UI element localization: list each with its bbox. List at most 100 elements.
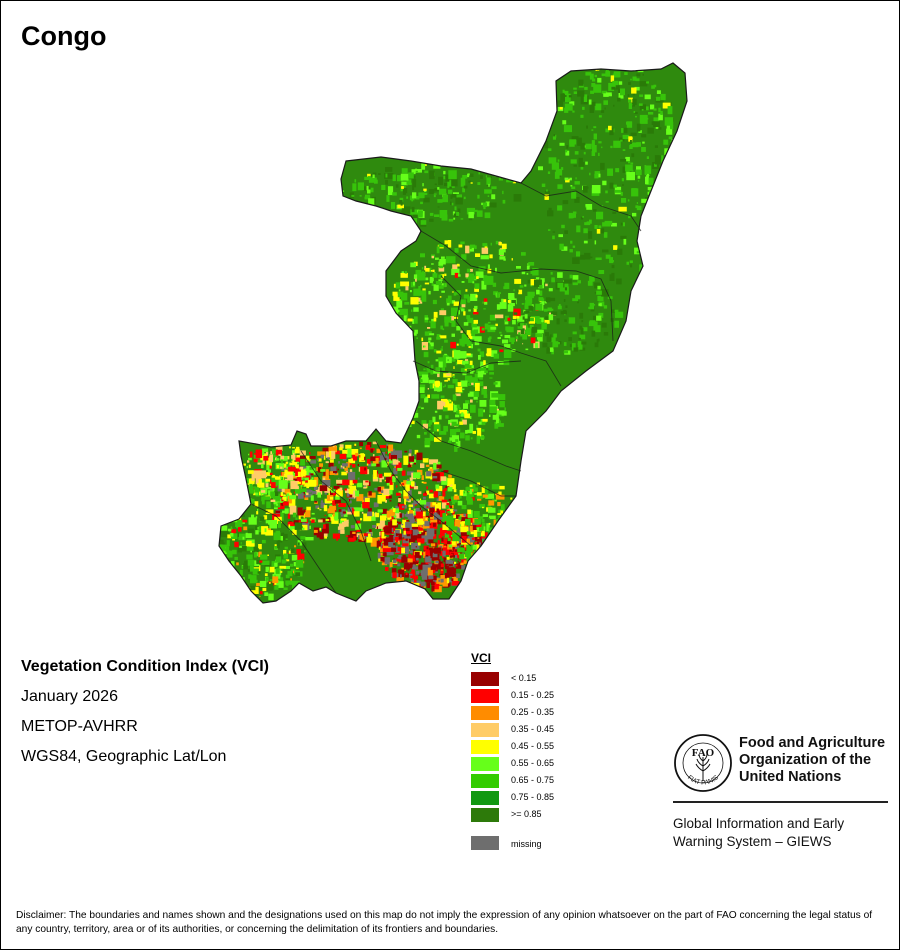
vci-pixel-patch — [221, 545, 227, 551]
vci-pixel-patch — [429, 525, 432, 531]
vci-pixel-patch — [519, 285, 524, 288]
vci-pixel-patch — [232, 577, 239, 583]
vci-pixel-patch — [455, 564, 458, 567]
vci-pixel-patch — [564, 107, 569, 113]
vci-pixel-patch — [344, 519, 349, 524]
vci-pixel-patch — [568, 317, 576, 324]
vci-pixel-patch — [364, 176, 369, 180]
vci-pixel-patch — [391, 216, 394, 219]
vci-pixel-patch — [261, 451, 265, 456]
vci-pixel-patch — [453, 375, 455, 378]
vci-pixel-patch — [492, 543, 497, 547]
vci-pixel-patch — [460, 526, 469, 533]
vci-pixel-patch — [459, 421, 463, 425]
vci-pixel-patch — [293, 570, 295, 574]
vci-pixel-patch — [446, 579, 453, 583]
vci-pixel-patch — [368, 177, 377, 183]
vci-pixel-patch — [413, 332, 417, 336]
vci-pixel-patch — [553, 105, 556, 109]
vci-pixel-patch — [409, 550, 413, 554]
vci-pixel-patch — [232, 538, 235, 541]
vci-pixel-patch — [549, 334, 552, 337]
vci-pixel-patch — [317, 507, 320, 510]
vci-pixel-patch — [673, 159, 683, 168]
vci-pixel-patch — [425, 464, 430, 467]
vci-pixel-patch — [338, 509, 342, 512]
vci-pixel-patch — [526, 318, 530, 322]
vci-pixel-patch — [505, 315, 509, 322]
vci-pixel-patch — [367, 211, 369, 214]
vci-pixel-patch — [421, 210, 423, 214]
vci-pixel-patch — [594, 292, 596, 294]
vci-pixel-patch — [367, 442, 372, 448]
vci-pixel-patch — [607, 168, 613, 176]
vci-pixel-patch — [465, 375, 472, 383]
vci-pixel-patch — [467, 429, 473, 434]
vci-pixel-patch — [399, 308, 408, 315]
vci-pixel-patch — [302, 477, 309, 481]
vci-pixel-patch — [612, 260, 614, 263]
vci-pixel-patch — [317, 451, 326, 456]
legend-swatch — [471, 774, 499, 788]
vci-pixel-patch — [419, 290, 427, 296]
vci-pixel-patch — [605, 254, 611, 259]
vci-pixel-patch — [566, 145, 569, 149]
vci-pixel-patch — [415, 521, 419, 523]
vci-pixel-patch — [319, 509, 322, 511]
vci-pixel-patch — [256, 582, 262, 586]
vci-pixel-patch — [480, 558, 486, 563]
vci-pixel-patch — [426, 367, 430, 371]
vci-pixel-patch — [459, 351, 467, 359]
vci-pixel-patch — [412, 192, 417, 199]
vci-pixel-patch — [428, 493, 435, 499]
vci-pixel-patch — [507, 304, 514, 312]
vci-pixel-patch — [646, 251, 655, 259]
vci-pixel-patch — [469, 416, 472, 419]
vci-pixel-patch — [467, 393, 474, 397]
vci-pixel-patch — [662, 102, 671, 109]
vci-pixel-patch — [283, 566, 290, 569]
vci-pixel-patch — [546, 336, 552, 342]
vci-pixel-patch — [287, 512, 291, 519]
vci-pixel-patch — [382, 548, 392, 552]
vci-pixel-patch — [391, 532, 395, 534]
vci-pixel-patch — [276, 465, 279, 469]
vci-pixel-patch — [430, 514, 437, 520]
vci-pixel-patch — [239, 569, 243, 576]
vci-pixel-patch — [676, 136, 682, 143]
vci-pixel-patch — [446, 537, 448, 539]
vci-pixel-patch — [614, 311, 624, 318]
vci-pixel-patch — [444, 401, 453, 411]
vci-pixel-patch — [564, 230, 568, 234]
admin-line-south-a — [415, 420, 522, 472]
vci-pixel-patch — [440, 527, 445, 537]
vci-pixel-patch — [618, 93, 624, 99]
vci-pixel-patch — [450, 422, 453, 426]
vci-pixel-patch — [371, 174, 374, 177]
vci-pixel-patch — [393, 545, 398, 548]
vci-pixel-patch — [445, 562, 449, 566]
vci-pixel-patch — [453, 495, 460, 500]
vci-pixel-patch — [491, 484, 500, 490]
vci-pixel-patch — [398, 533, 403, 540]
vci-pixel-patch — [410, 209, 420, 215]
vci-pixel-patch — [610, 145, 613, 149]
vci-pixel-patch — [631, 188, 639, 197]
vci-pixel-patch — [290, 458, 293, 462]
vci-pixel-patch — [402, 416, 406, 421]
vci-pixel-patch — [367, 462, 372, 467]
vci-pixel-patch — [407, 393, 410, 397]
vci-pixel-patch — [525, 348, 529, 351]
vci-pixel-patch — [418, 371, 429, 376]
vci-pixel-patch — [583, 240, 588, 244]
vci-pixel-patch — [483, 394, 488, 398]
vci-pixel-patch — [393, 468, 398, 475]
vci-pixel-patch — [379, 495, 386, 502]
vci-pixel-patch — [617, 97, 621, 102]
vci-pixel-patch — [593, 315, 599, 322]
vci-pixel-patch — [421, 511, 426, 519]
vci-pixel-patch — [442, 513, 446, 522]
vci-pixel-patch — [404, 301, 410, 305]
vci-pixel-patch — [432, 416, 436, 423]
vci-pixel-patch — [297, 484, 300, 486]
